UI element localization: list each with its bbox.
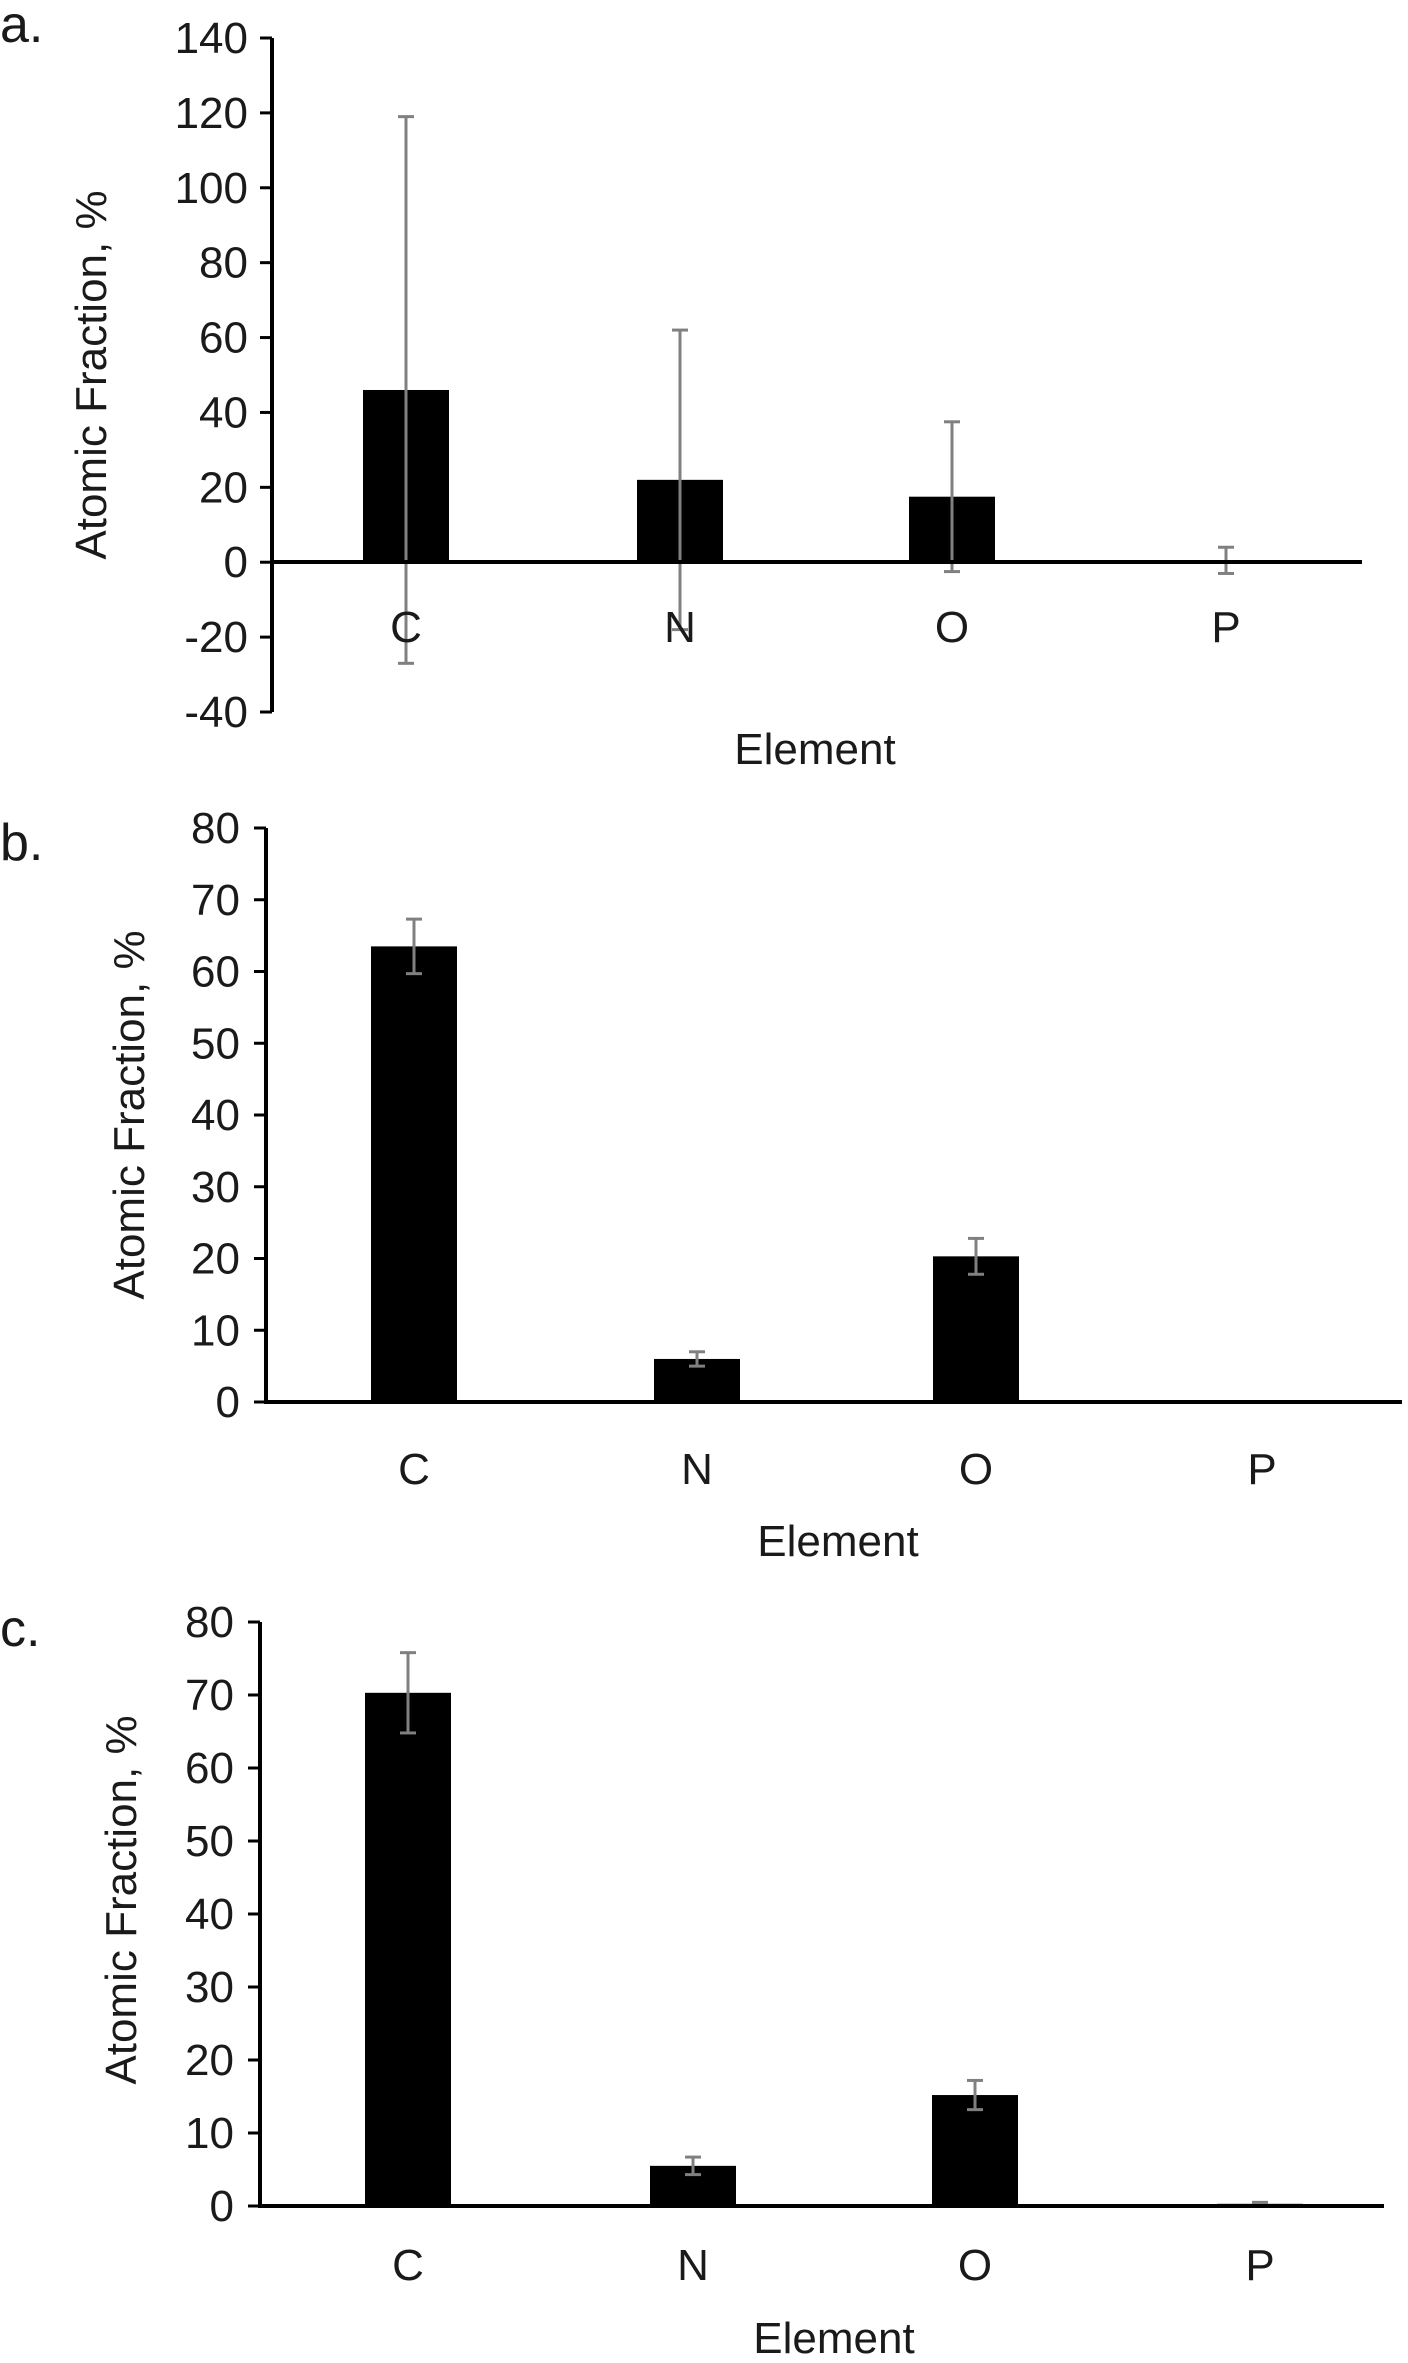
y-tick-label: 70	[191, 876, 240, 925]
y-tick-label: -40	[184, 688, 248, 737]
y-tick-label: 120	[175, 89, 248, 138]
y-tick-label: 80	[191, 804, 240, 853]
y-axis-title: Atomic Fraction, %	[67, 190, 116, 559]
panel-a: a. -40 -20 0 20 40 60 80 100 120 140 C N O P Atomic …	[0, 0, 1362, 774]
y-tick-label: 40	[199, 388, 248, 437]
y-tick-label: 20	[191, 1235, 240, 1284]
error-bar-O	[944, 420, 960, 574]
panel-label: b.	[0, 814, 43, 872]
x-tick-label: N	[677, 2241, 709, 2290]
x-tick-label: C	[392, 2241, 424, 2290]
y-tick-label: 30	[191, 1163, 240, 1212]
y-tick-label: 0	[224, 538, 248, 587]
error-bar-N	[685, 2155, 701, 2177]
panel-b: b. 0 10 20 30 40 50 60 70 80 C N O P Atomic Fractio…	[0, 804, 1402, 1566]
y-tick-label: 10	[191, 1306, 240, 1355]
y-tick-label: 20	[199, 463, 248, 512]
y-tick-label: 60	[185, 1744, 234, 1793]
x-tick-label: C	[398, 1445, 430, 1494]
bar-O	[933, 1256, 1019, 1402]
y-tick-label: 60	[199, 314, 248, 363]
y-axis-title: Atomic Fraction, %	[97, 1715, 146, 2084]
error-bar-O	[967, 2078, 983, 2112]
y-tick-label: 140	[175, 14, 248, 63]
y-tick-label: 20	[185, 2036, 234, 2085]
x-tick-label: P	[1247, 1445, 1276, 1494]
error-bar-N	[672, 328, 688, 632]
error-bar-C	[406, 917, 422, 976]
y-tick-label: 60	[191, 948, 240, 997]
y-tick-label: 70	[185, 1671, 234, 1720]
panel-c: c. 0 10 20 30 40 50 60 70 80 C N O P Atomic Fractio…	[0, 1598, 1384, 2363]
x-axis-title: Element	[753, 2314, 914, 2363]
panel-label: a.	[0, 0, 43, 54]
y-tick-label: 80	[199, 239, 248, 288]
x-tick-label: P	[1245, 2241, 1274, 2290]
y-tick-label: 100	[175, 164, 248, 213]
y-axis-title: Atomic Fraction, %	[105, 930, 154, 1299]
x-tick-label: C	[390, 603, 422, 652]
x-axis-title: Element	[757, 1517, 918, 1566]
y-tick-label: 0	[210, 2182, 234, 2231]
x-tick-label: O	[958, 2241, 992, 2290]
y-tick-label: -20	[184, 613, 248, 662]
y-tick-label: 50	[185, 1817, 234, 1866]
y-tick-label: 10	[185, 2109, 234, 2158]
x-tick-label: N	[664, 603, 696, 652]
bar-C	[371, 946, 457, 1402]
bar-O	[932, 2095, 1018, 2206]
error-bar-C	[398, 115, 414, 665]
error-bar-C	[400, 1651, 416, 1735]
y-tick-label: 40	[191, 1091, 240, 1140]
panel-label: c.	[0, 1600, 40, 1658]
bar-C	[365, 1692, 451, 2206]
y-tick-label: 50	[191, 1019, 240, 1068]
x-tick-label: N	[681, 1445, 713, 1494]
x-axis-title: Element	[734, 725, 895, 774]
y-tick-label: 0	[216, 1378, 240, 1427]
y-tick-label: 80	[185, 1598, 234, 1647]
x-tick-label: O	[935, 603, 969, 652]
error-bar-N	[689, 1350, 705, 1368]
x-tick-label: O	[959, 1445, 993, 1494]
y-tick-label: 40	[185, 1890, 234, 1939]
x-tick-label: P	[1211, 603, 1240, 652]
y-tick-label: 30	[185, 1963, 234, 2012]
error-bar-O	[968, 1236, 984, 1276]
